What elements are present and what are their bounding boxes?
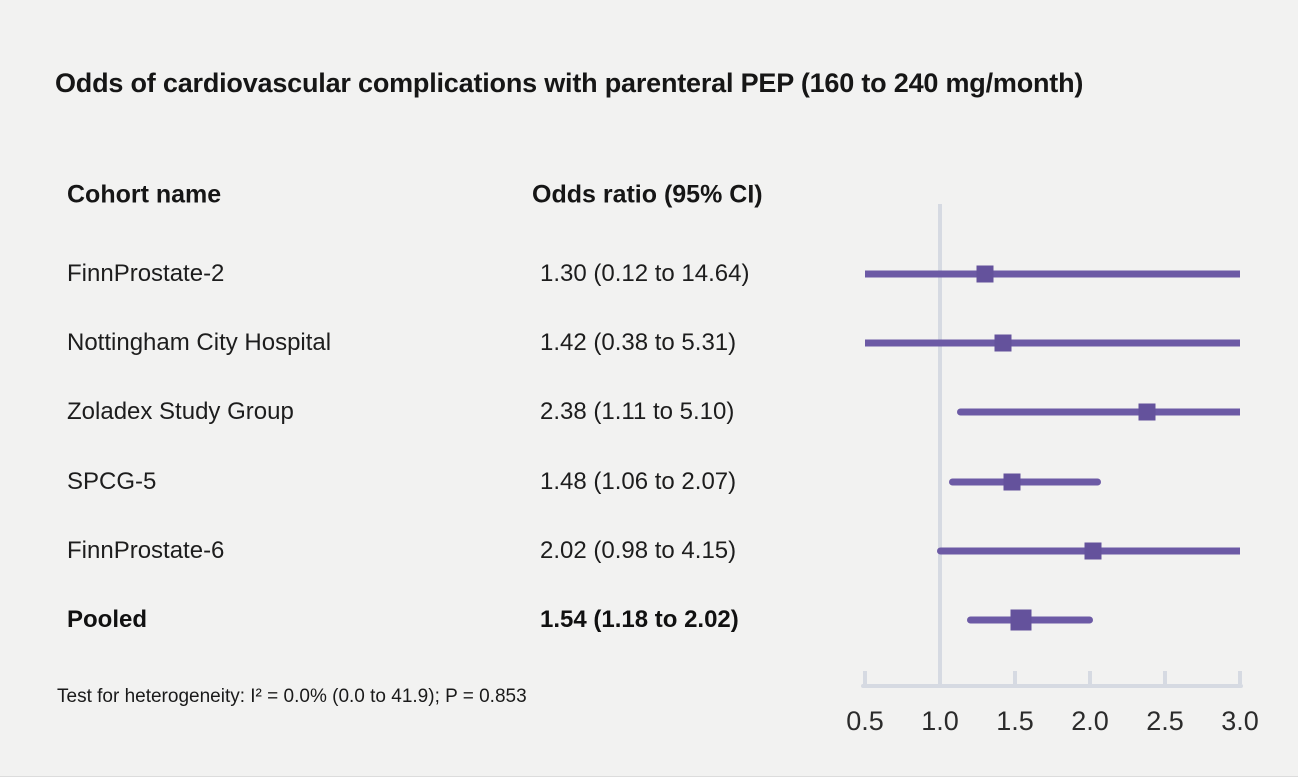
odds-ratio-value: 2.38 (1.11 to 5.10) [540, 398, 735, 426]
odds-ratio-marker [976, 265, 994, 283]
heterogeneity-footnote: Test for heterogeneity: I² = 0.0% (0.0 t… [57, 686, 527, 707]
x-axis-tick-label: 1.0 [921, 706, 959, 736]
x-axis-tick [1013, 671, 1017, 684]
cohort-label: FinnProstate-2 [67, 260, 225, 287]
chart-title: Odds of cardiovascular complications wit… [55, 68, 1084, 98]
column-header-cohort: Cohort name [67, 180, 222, 209]
confidence-interval-line [956, 408, 1240, 416]
cohort-label: Pooled [67, 606, 148, 633]
confidence-interval-line [865, 339, 1240, 347]
confidence-interval-line [949, 478, 1101, 486]
cohort-label: FinnProstate-6 [67, 536, 225, 564]
odds-ratio-value: 1.42 (0.38 to 5.31) [540, 329, 737, 357]
x-axis-tick [1238, 671, 1242, 684]
x-axis-tick-label: 3.0 [1221, 706, 1259, 736]
odds-ratio-value: 1.30 (0.12 to 14.64) [540, 260, 750, 287]
x-axis-tick-label: 0.5 [846, 706, 884, 736]
column-header-odds-ratio: Odds ratio (95% CI) [532, 180, 763, 209]
x-axis-tick-label: 2.5 [1146, 706, 1184, 736]
confidence-interval-line [865, 270, 1240, 278]
odds-ratio-marker [1084, 542, 1102, 560]
x-axis-tick [938, 671, 942, 684]
cohort-label: SPCG-5 [67, 467, 157, 495]
odds-ratio-marker [1010, 609, 1032, 631]
x-axis-tick [863, 671, 867, 684]
x-axis-line [861, 684, 1243, 688]
odds-ratio-marker [994, 334, 1012, 352]
odds-ratio-value: 1.48 (1.06 to 2.07) [540, 467, 737, 495]
odds-ratio-value: 2.02 (0.98 to 4.15) [540, 536, 737, 564]
odds-ratio-marker [1003, 473, 1021, 491]
cohort-label: Zoladex Study Group [67, 398, 294, 426]
cohort-label: Nottingham City Hospital [67, 329, 332, 357]
x-axis-tick-label: 1.5 [996, 706, 1034, 736]
odds-ratio-value: 1.54 (1.18 to 2.02) [540, 606, 739, 633]
x-axis-tick-label: 2.0 [1071, 706, 1109, 736]
x-axis-tick [1163, 671, 1167, 684]
x-axis-tick [1088, 671, 1092, 684]
reference-line [938, 204, 942, 688]
odds-ratio-marker [1138, 403, 1156, 421]
